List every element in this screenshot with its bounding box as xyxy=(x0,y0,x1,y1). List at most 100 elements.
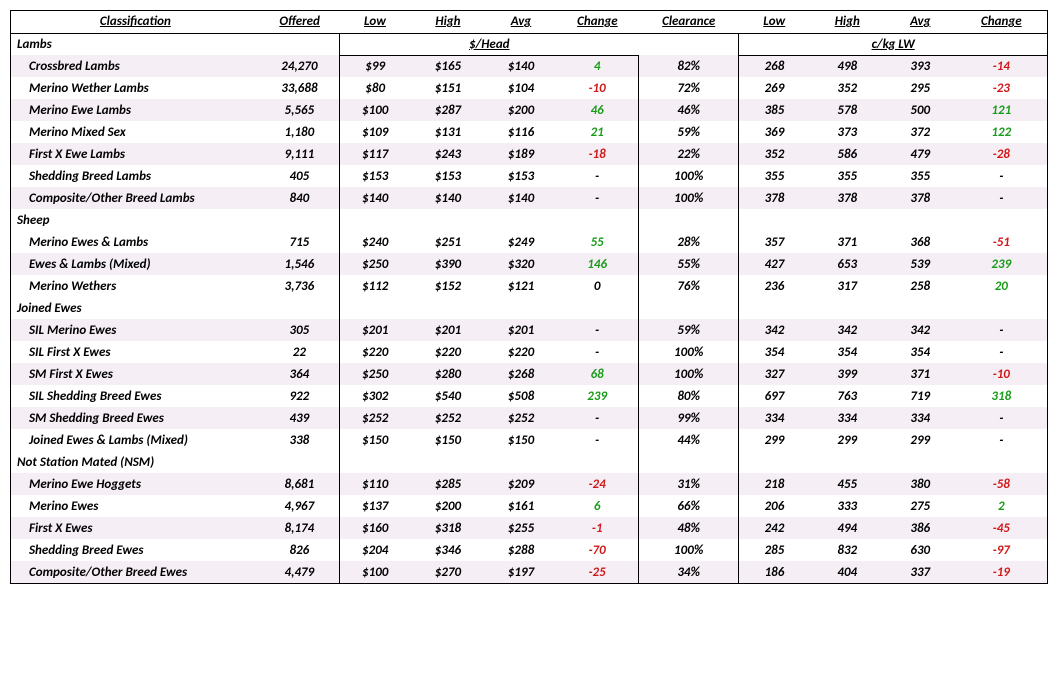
cell-low-kg: 285 xyxy=(739,539,810,561)
cell-high-head: $540 xyxy=(410,385,485,407)
cell-high-kg: 494 xyxy=(810,517,885,539)
cell-high-head: $220 xyxy=(410,341,485,363)
col-avg-head: Avg xyxy=(486,11,557,33)
cell-high-head: $150 xyxy=(410,429,485,451)
cell-high-kg: 578 xyxy=(810,99,885,121)
cell-avg-kg: 354 xyxy=(885,341,956,363)
cell-clearance: 28% xyxy=(638,231,738,253)
cell-low-head: $250 xyxy=(340,253,411,275)
cell-avg-kg: 342 xyxy=(885,319,956,341)
cell-change-head: 146 xyxy=(556,253,638,275)
cell-avg-head: $220 xyxy=(486,341,557,363)
cell-change-head: 4 xyxy=(556,55,638,77)
cell-offered: 715 xyxy=(260,231,340,253)
cell-avg-kg: 368 xyxy=(885,231,956,253)
row-name: Merino Ewe Lambs xyxy=(11,99,260,121)
cell-change-kg: 239 xyxy=(956,253,1047,275)
cell-low-kg: 269 xyxy=(739,77,810,99)
cell-clearance: 44% xyxy=(638,429,738,451)
cell-clearance: 31% xyxy=(638,473,738,495)
row-name: First X Ewes xyxy=(11,517,260,539)
cell-low-head: $100 xyxy=(340,99,411,121)
cell-avg-head: $252 xyxy=(486,407,557,429)
cell-high-kg: 404 xyxy=(810,561,885,583)
cell-change-kg: -97 xyxy=(956,539,1047,561)
table-row: Crossbred Lambs24,270$99$165$140482%2684… xyxy=(11,55,1047,77)
col-clearance: Clearance xyxy=(638,11,738,33)
row-name: Shedding Breed Ewes xyxy=(11,539,260,561)
table-row: Merino Ewes & Lambs715$240$251$2495528%3… xyxy=(11,231,1047,253)
cell-avg-head: $140 xyxy=(486,187,557,209)
cell-change-kg: 318 xyxy=(956,385,1047,407)
cell-high-head: $280 xyxy=(410,363,485,385)
cell-low-head: $252 xyxy=(340,407,411,429)
cell-avg-head: $197 xyxy=(486,561,557,583)
row-name: First X Ewe Lambs xyxy=(11,143,260,165)
cell-low-kg: 342 xyxy=(739,319,810,341)
cell-clearance: 59% xyxy=(638,319,738,341)
cell-avg-kg: 275 xyxy=(885,495,956,517)
row-name: Joined Ewes & Lambs (Mixed) xyxy=(11,429,260,451)
cell-change-kg: 122 xyxy=(956,121,1047,143)
cell-clearance: 76% xyxy=(638,275,738,297)
cell-offered: 4,967 xyxy=(260,495,340,517)
cell-change-head: - xyxy=(556,319,638,341)
cell-high-head: $153 xyxy=(410,165,485,187)
cell-change-head: -10 xyxy=(556,77,638,99)
cell-change-kg: 20 xyxy=(956,275,1047,297)
row-name: Ewes & Lambs (Mixed) xyxy=(11,253,260,275)
cell-avg-kg: 393 xyxy=(885,55,956,77)
cell-avg-kg: 258 xyxy=(885,275,956,297)
cell-offered: 439 xyxy=(260,407,340,429)
cell-change-kg: 121 xyxy=(956,99,1047,121)
cell-high-kg: 354 xyxy=(810,341,885,363)
cell-change-head: 55 xyxy=(556,231,638,253)
cell-high-kg: 373 xyxy=(810,121,885,143)
cell-avg-kg: 719 xyxy=(885,385,956,407)
cell-change-head: -25 xyxy=(556,561,638,583)
cell-low-head: $80 xyxy=(340,77,411,99)
section-title: Joined Ewes xyxy=(11,297,260,319)
table-row: Merino Wether Lambs33,688$80$151$104-107… xyxy=(11,77,1047,99)
cell-change-head: 21 xyxy=(556,121,638,143)
cell-avg-kg: 380 xyxy=(885,473,956,495)
cell-low-kg: 385 xyxy=(739,99,810,121)
cell-low-kg: 186 xyxy=(739,561,810,583)
cell-change-head: - xyxy=(556,187,638,209)
cell-avg-kg: 295 xyxy=(885,77,956,99)
cell-high-head: $270 xyxy=(410,561,485,583)
row-name: SM First X Ewes xyxy=(11,363,260,385)
table-row: Composite/Other Breed Lambs840$140$140$1… xyxy=(11,187,1047,209)
cell-offered: 33,688 xyxy=(260,77,340,99)
cell-avg-head: $189 xyxy=(486,143,557,165)
cell-high-kg: 455 xyxy=(810,473,885,495)
cell-low-kg: 242 xyxy=(739,517,810,539)
section-header: Sheep xyxy=(11,209,1047,231)
row-name: SIL Shedding Breed Ewes xyxy=(11,385,260,407)
cell-offered: 4,479 xyxy=(260,561,340,583)
cell-low-kg: 206 xyxy=(739,495,810,517)
cell-change-kg: -14 xyxy=(956,55,1047,77)
cell-low-head: $201 xyxy=(340,319,411,341)
table-row: First X Ewe Lambs9,111$117$243$189-1822%… xyxy=(11,143,1047,165)
row-name: Merino Wether Lambs xyxy=(11,77,260,99)
cell-high-kg: 653 xyxy=(810,253,885,275)
cell-offered: 8,681 xyxy=(260,473,340,495)
cell-change-kg: -28 xyxy=(956,143,1047,165)
cell-offered: 840 xyxy=(260,187,340,209)
cell-offered: 305 xyxy=(260,319,340,341)
cell-offered: 1,180 xyxy=(260,121,340,143)
table-row: SIL Shedding Breed Ewes922$302$540$50823… xyxy=(11,385,1047,407)
section-header: Not Station Mated (NSM) xyxy=(11,451,1047,473)
cell-avg-head: $508 xyxy=(486,385,557,407)
cell-low-kg: 697 xyxy=(739,385,810,407)
col-low-head: Low xyxy=(340,11,411,33)
cell-clearance: 59% xyxy=(638,121,738,143)
cell-change-kg: - xyxy=(956,187,1047,209)
cell-high-kg: 317 xyxy=(810,275,885,297)
cell-low-head: $112 xyxy=(340,275,411,297)
cell-low-head: $204 xyxy=(340,539,411,561)
cell-low-head: $99 xyxy=(340,55,411,77)
row-name: Merino Wethers xyxy=(11,275,260,297)
cell-avg-kg: 334 xyxy=(885,407,956,429)
